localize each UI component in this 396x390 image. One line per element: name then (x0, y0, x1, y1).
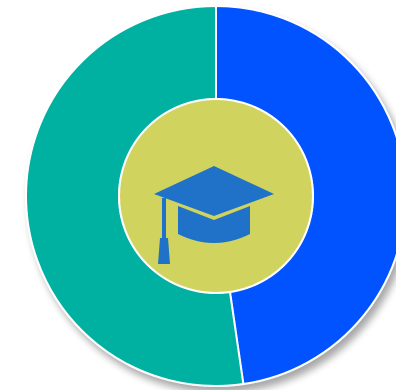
graduation-cap-icon (154, 166, 274, 264)
